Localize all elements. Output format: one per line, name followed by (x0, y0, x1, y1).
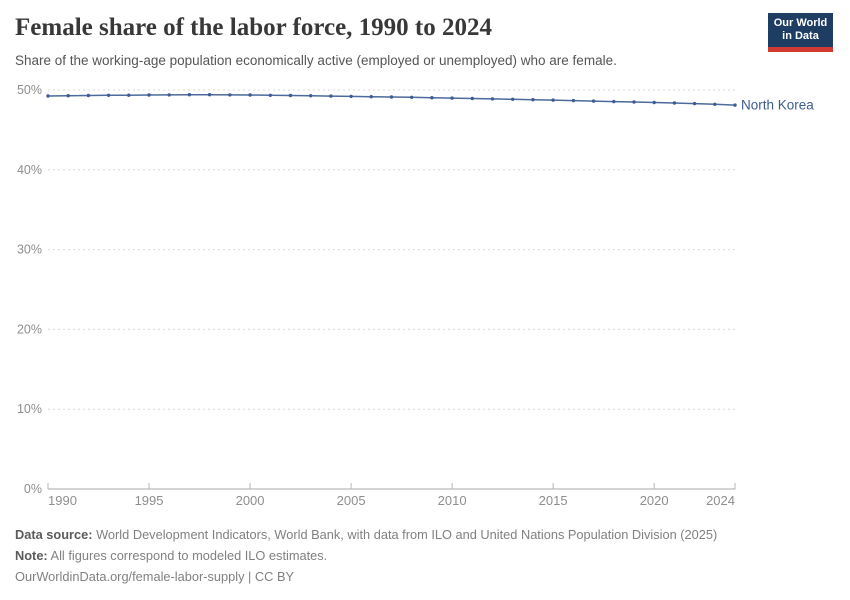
data-point (571, 98, 576, 103)
series-end-label: North Korea (741, 98, 814, 113)
data-point (430, 96, 434, 100)
data-point (369, 95, 373, 99)
data-point (349, 94, 353, 99)
owid-logo-line1: Our World (773, 17, 828, 29)
x-tick-label: 1995 (135, 493, 164, 508)
footer-note-label: Note: (15, 548, 48, 563)
chart-footer: Data source: World Development Indicator… (15, 524, 717, 587)
data-point (632, 100, 636, 104)
data-point (612, 99, 616, 104)
data-point (309, 94, 313, 98)
footer-datasource: Data source: World Development Indicator… (15, 524, 717, 545)
owid-logo-box: Our World in Data (768, 13, 833, 47)
y-tick-label: 20% (17, 322, 42, 336)
data-point (268, 93, 272, 98)
y-tick-label: 0% (24, 482, 42, 496)
y-tick-label: 50% (17, 83, 42, 97)
data-point (147, 93, 151, 97)
data-point (288, 93, 293, 98)
data-point (733, 103, 737, 107)
y-tick-label: 40% (17, 163, 42, 177)
data-point (591, 99, 596, 103)
data-point (329, 94, 333, 98)
data-point (450, 96, 454, 100)
data-point (551, 98, 555, 102)
data-point (389, 95, 394, 99)
data-point (106, 93, 111, 98)
y-tick-label: 10% (17, 402, 42, 416)
chart-subtitle: Share of the working-age population econ… (15, 53, 617, 68)
owid-logo-line2: in Data (782, 30, 819, 42)
data-point (248, 93, 252, 97)
data-point (652, 100, 656, 105)
data-point (490, 97, 495, 101)
data-point (410, 95, 414, 100)
footer-datasource-text: World Development Indicators, World Bank… (92, 527, 718, 542)
owid-logo: Our World in Data (768, 13, 833, 52)
x-tick-label: 1990 (48, 493, 77, 508)
data-point (713, 102, 717, 107)
footer-url: OurWorldinData.org/female-labor-supply |… (15, 569, 295, 584)
footer-note-text: All figures correspond to modeled ILO es… (47, 548, 328, 563)
chart-title: Female share of the labor force, 1990 to… (15, 14, 492, 41)
footer-datasource-label: Data source: (15, 527, 93, 542)
data-point (167, 93, 171, 97)
y-tick-label: 30% (17, 243, 42, 257)
data-point (66, 94, 70, 98)
owid-logo-red-bar (768, 47, 833, 52)
x-tick-label: 2005 (337, 493, 366, 508)
data-point (531, 98, 535, 102)
data-point (228, 93, 232, 97)
x-tick-label: 2015 (539, 493, 568, 508)
x-tick-label: 2024 (706, 493, 735, 508)
x-tick-label: 2020 (640, 493, 669, 508)
x-tick-label: 2000 (236, 493, 265, 508)
data-point (207, 93, 212, 97)
data-point (672, 101, 677, 105)
x-tick-label: 2010 (438, 493, 467, 508)
data-point (692, 101, 697, 106)
data-point (511, 97, 515, 102)
data-point (187, 93, 192, 97)
footer-note: Note: All figures correspond to modeled … (15, 545, 717, 566)
data-point (127, 93, 131, 97)
data-point (46, 94, 50, 98)
data-point (470, 96, 474, 101)
data-point (86, 93, 91, 98)
